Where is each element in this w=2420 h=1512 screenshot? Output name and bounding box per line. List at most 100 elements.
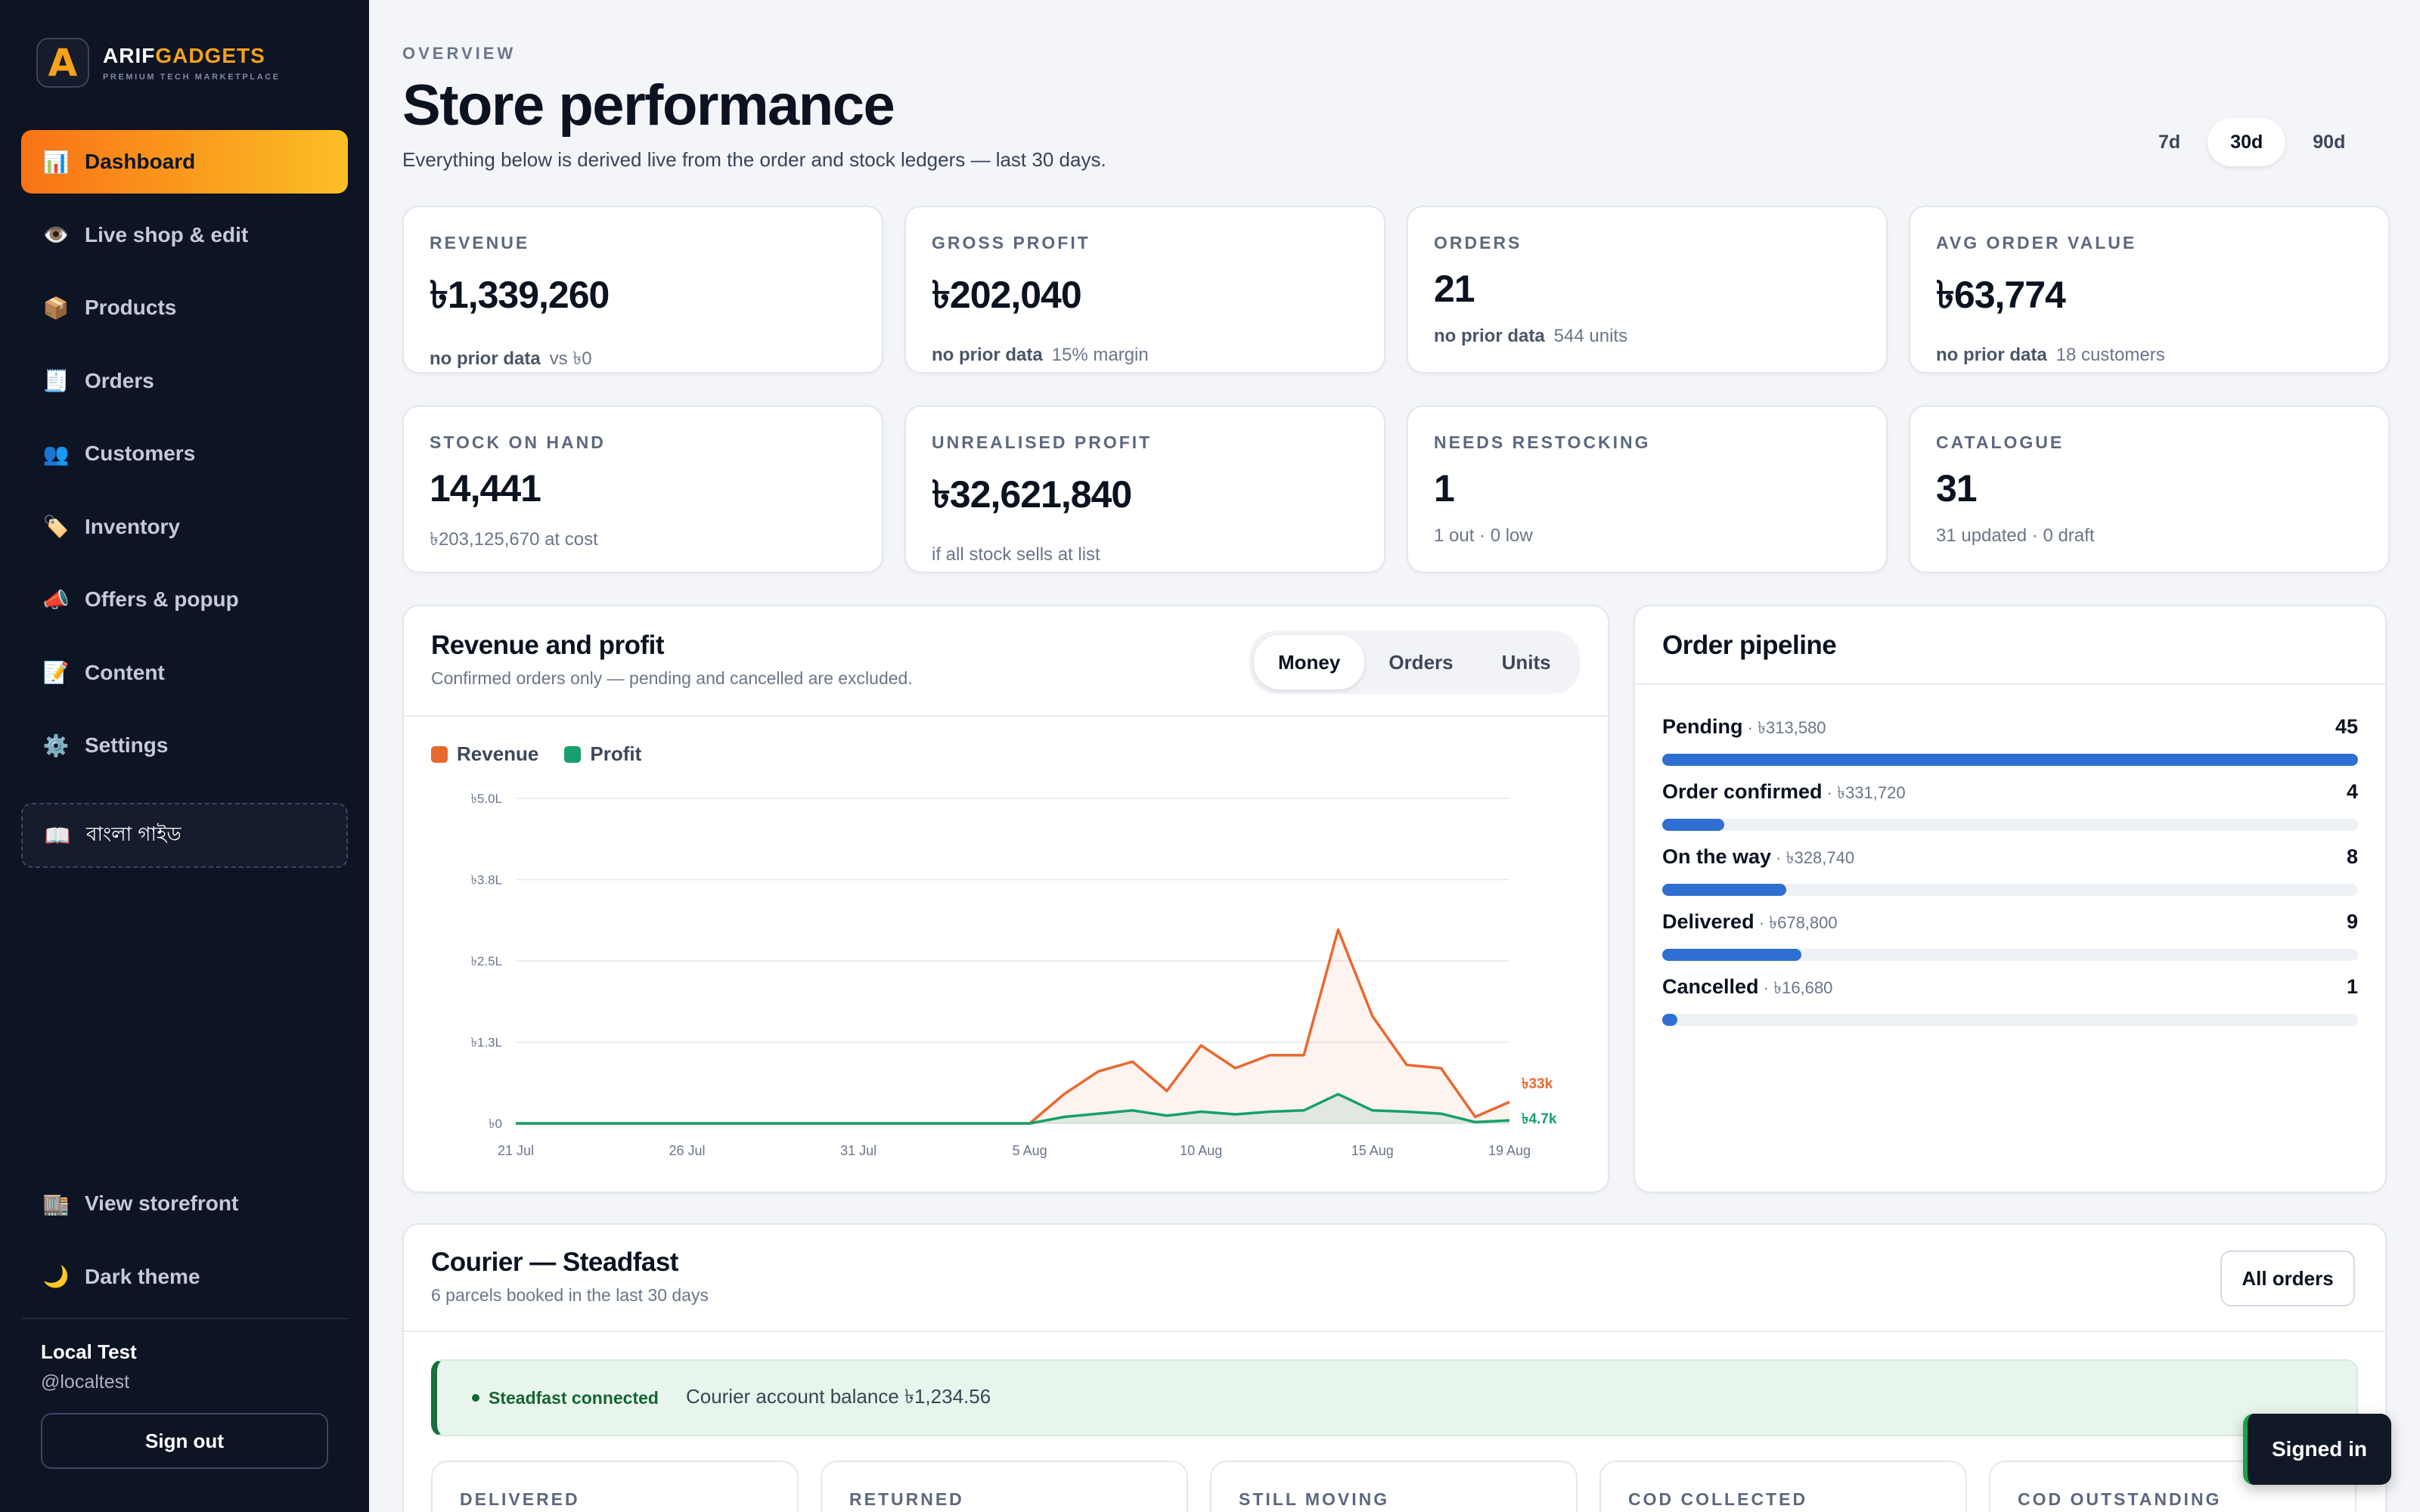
sidebar-dark-theme-button[interactable]: 🌙 Dark theme: [21, 1245, 348, 1309]
kpi-card-avg-order-value: AVG ORDER VALUE ৳63,774 no prior data 18 cu…: [1909, 206, 2390, 373]
pipeline-count: 9: [2346, 910, 2358, 933]
bangla-guide-button[interactable]: 📖 বাংলা গাইড: [21, 803, 348, 868]
pipeline-row-order-confirmed[interactable]: Order confirmed · ৳331,720 4: [1662, 780, 2358, 831]
kpi-note: if all stock sells at list: [932, 544, 1384, 565]
tab-units[interactable]: Units: [1501, 650, 1551, 674]
sidebar-item-dashboard[interactable]: 📊 Dashboard: [21, 130, 348, 194]
courier-balance: Courier account balance ৳1,234.56: [685, 1385, 991, 1408]
pipeline-row-left: On the way · ৳328,740: [1662, 845, 1854, 873]
kpi-label: GROSS PROFIT: [932, 233, 1091, 253]
kpi-value: ৳202,040: [932, 274, 1082, 316]
eye-icon: 👁️: [42, 223, 70, 246]
brand-tagline: PREMIUM TECH MARKETPLACE: [103, 73, 281, 82]
pipeline-separator: ·: [1742, 718, 1758, 737]
pipeline-bar-fill: [1662, 884, 1786, 896]
pipeline-amount: ৳328,740: [1786, 848, 1855, 867]
pipeline-row-pending[interactable]: Pending · ৳313,580 45: [1662, 715, 2358, 766]
pipeline-bar-track: [1662, 1014, 2358, 1026]
pipeline-row-header: On the way · ৳328,740 8: [1662, 845, 2358, 873]
page-title: Store performance: [402, 73, 895, 138]
brand-name: ARIFGADGETS: [103, 44, 281, 68]
sidebar-item-inventory[interactable]: 🏷️ Inventory: [21, 495, 348, 559]
kpi-note: 31 updated · 0 draft: [1936, 525, 2388, 547]
kpi-value: 31: [1936, 467, 1978, 510]
series-end-label-revenue: ৳33k: [1522, 1077, 1553, 1092]
tab-orders[interactable]: Orders: [1388, 650, 1454, 674]
sidebar-item-orders[interactable]: 🧾 Orders: [21, 349, 348, 413]
sidebar-nav: 📊 Dashboard 👁️ Live shop & edit 📦 Products 🧾 Or…: [21, 130, 348, 787]
pipeline-separator: ·: [1822, 783, 1838, 802]
panel-divider: [404, 1331, 2385, 1332]
sidebar-item-label: Dark theme: [85, 1264, 200, 1288]
sidebar-item-label: View storefront: [85, 1191, 239, 1215]
kpi-label: NEEDS RESTOCKING: [1434, 432, 1651, 452]
people-icon: 👥: [42, 442, 70, 466]
series-line-profit: [516, 1092, 1510, 1125]
kpi-note: no prior data 544 units: [1434, 326, 1886, 347]
pipeline-bar-track: [1662, 949, 2358, 961]
kpi-label: STOCK ON HAND: [430, 432, 606, 452]
main-content: OVERVIEW Store performance Everything be…: [369, 0, 2420, 1512]
brand-logo-icon: A: [36, 38, 89, 88]
pipeline-bar-fill: [1662, 819, 1724, 831]
sidebar-item-label: Content: [85, 660, 165, 684]
sidebar-item-label: Live shop & edit: [85, 222, 249, 246]
pipeline-bar-track: [1662, 819, 2358, 831]
sidebar-view-storefront-button[interactable]: 🏬 View storefront: [21, 1172, 348, 1235]
sidebar-divider: [21, 1318, 348, 1319]
sidebar-item-live-shop-edit[interactable]: 👁️ Live shop & edit: [21, 203, 348, 267]
kpi-card-revenue: REVENUE ৳1,339,260 no prior data vs ৳0: [402, 206, 883, 373]
pipeline-status-name: Delivered: [1662, 910, 1754, 933]
pipeline-row-header: Cancelled · ৳16,680 1: [1662, 975, 2358, 1003]
pipeline-bar-track: [1662, 754, 2358, 766]
courier-status-text: Steadfast connected: [489, 1387, 659, 1408]
brand[interactable]: A ARIFGADGETS PREMIUM TECH MARKETPLACE: [36, 38, 281, 88]
pipeline-row-left: Delivered · ৳678,800: [1662, 910, 1838, 938]
revenue-profit-chart: ৳0 ৳1.3L ৳2.5L ৳3.8L ৳5.0L 21 Jul 26 Jul 31 Jul…: [470, 792, 1556, 1158]
y-tick-label: ৳1.3L: [470, 1036, 502, 1050]
series-area-revenue: [516, 929, 1509, 1123]
kpi-value: 1: [1434, 467, 1455, 510]
chart-metric-tabs: Money Orders Units: [1249, 631, 1580, 694]
all-orders-button[interactable]: All orders: [2220, 1250, 2355, 1306]
legend-item-revenue[interactable]: Revenue: [431, 742, 538, 766]
pipeline-row-cancelled[interactable]: Cancelled · ৳16,680 1: [1662, 975, 2358, 1026]
pipeline-count: 45: [2335, 715, 2358, 738]
x-tick-label: 19 Aug: [1488, 1143, 1531, 1158]
kpi-card-stock-on-hand: STOCK ON HAND 14,441 ৳203,125,670 at cost: [402, 405, 883, 573]
legend-item-profit[interactable]: Profit: [564, 742, 641, 766]
pipeline-separator: ·: [1758, 978, 1774, 997]
y-tick-label: ৳0: [489, 1117, 502, 1131]
revenue-panel-subtitle: Confirmed orders only — pending and canc…: [431, 668, 913, 688]
pipeline-row-on-the-way[interactable]: On the way · ৳328,740 8: [1662, 845, 2358, 896]
range-7d-button[interactable]: 7d: [2158, 131, 2181, 153]
series-area-profit: [516, 1094, 1509, 1123]
brand-logo-letter: A: [48, 41, 78, 85]
revenue-panel-title: Revenue and profit: [431, 631, 664, 660]
sidebar-item-products[interactable]: 📦 Products: [21, 276, 348, 339]
pipeline-bar-fill: [1662, 754, 2358, 766]
sidebar-item-customers[interactable]: 👥 Customers: [21, 422, 348, 485]
kpi-note: 1 out · 0 low: [1434, 525, 1886, 547]
legend-swatch: [431, 745, 448, 763]
tab-money[interactable]: Money: [1254, 635, 1365, 689]
pipeline-status-name: Pending: [1662, 715, 1743, 738]
signed-in-toast: Signed in: [2243, 1414, 2391, 1485]
kpi-note-text: 1 out · 0 low: [1434, 525, 1533, 546]
pipeline-row-delivered[interactable]: Delivered · ৳678,800 9: [1662, 910, 2358, 961]
range-30d-button[interactable]: 30d: [2207, 118, 2286, 166]
sign-out-button[interactable]: Sign out: [41, 1413, 328, 1469]
page-subtitle: Everything below is derived live from th…: [402, 148, 1106, 171]
kpi-note: no prior data 15% margin: [932, 345, 1384, 366]
bangla-guide-label: বাংলা গাইড: [86, 823, 182, 846]
sidebar-item-offers-popup[interactable]: 📣 Offers & popup: [21, 568, 348, 631]
pipeline-count: 8: [2346, 845, 2358, 868]
book-icon: 📖: [44, 823, 71, 848]
brand-name-accent: GADGETS: [155, 44, 265, 67]
sidebar-item-settings[interactable]: ⚙️ Settings: [21, 714, 348, 777]
kpi-value: ৳32,621,840: [932, 473, 1132, 516]
range-90d-button[interactable]: 90d: [2313, 131, 2346, 153]
pipeline-row-header: Order confirmed · ৳331,720 4: [1662, 780, 2358, 808]
sidebar-item-content[interactable]: 📝 Content: [21, 641, 348, 705]
status-dot-icon: [472, 1394, 479, 1402]
